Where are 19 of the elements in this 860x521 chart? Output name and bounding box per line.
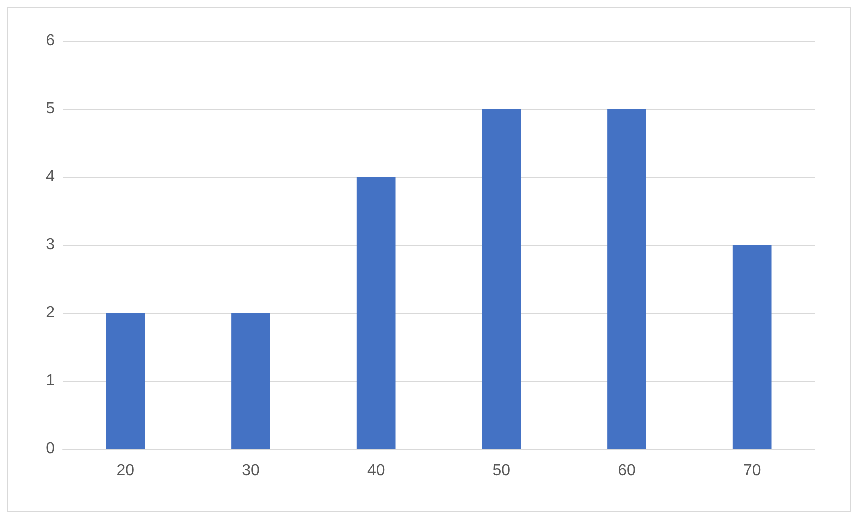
y-tick-label: 4 bbox=[46, 168, 56, 186]
bar bbox=[608, 109, 646, 449]
bar bbox=[356, 177, 396, 449]
x-tick-label: 40 bbox=[367, 462, 386, 480]
x-tick-label: 30 bbox=[242, 462, 260, 480]
x-tick-label: 70 bbox=[743, 462, 762, 480]
y-tick-label: 5 bbox=[46, 100, 56, 118]
bar bbox=[232, 313, 270, 449]
y-tick-label: 6 bbox=[46, 32, 56, 50]
y-tick-label: 3 bbox=[46, 236, 56, 254]
bar bbox=[106, 313, 146, 449]
y-tick-label: 2 bbox=[46, 304, 56, 322]
x-tick-label: 60 bbox=[618, 462, 636, 480]
x-tick-label: 20 bbox=[116, 462, 135, 480]
x-tick-label: 50 bbox=[492, 462, 511, 480]
bar bbox=[732, 245, 772, 449]
y-tick-label: 0 bbox=[46, 440, 56, 458]
y-tick-label: 1 bbox=[46, 372, 56, 390]
bar bbox=[482, 109, 522, 449]
